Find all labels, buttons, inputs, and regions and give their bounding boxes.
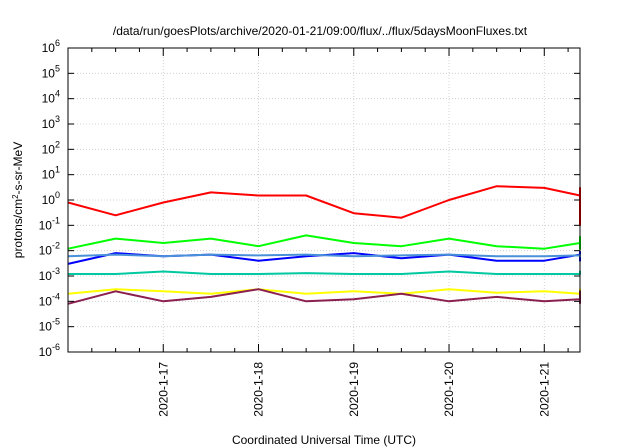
y-tick-label: 10-1: [39, 215, 60, 232]
y-tick-exponent: 6: [55, 38, 60, 48]
y-tick-exponent: 0: [55, 190, 60, 200]
y-axis-label-prefix: protons/cm: [11, 199, 25, 258]
y-axis-label-suffix: -s-sr-MeV: [11, 142, 25, 195]
x-tick-label: 2020-1-18: [252, 362, 266, 417]
y-tick-base: 10: [42, 92, 56, 106]
x-tick-label: 2020-1-19: [347, 362, 361, 417]
y-tick-base: 10: [39, 269, 53, 283]
y-tick-exponent: -4: [52, 291, 60, 301]
y-tick-base: 10: [39, 218, 53, 232]
x-tick-label: 2020-1-20: [442, 362, 456, 417]
y-tick-base: 10: [42, 41, 56, 55]
series-line-4: [67, 253, 581, 258]
y-tick-label: 10-3: [39, 266, 60, 283]
y-tick-exponent: -3: [52, 266, 60, 276]
y-tick-exponent: -2: [52, 241, 60, 251]
y-axis: 10-610-510-410-310-210-11001011021031041…: [39, 38, 580, 359]
y-tick-label: 105: [42, 63, 60, 80]
x-axis-label: Coordinated Universal Time (UTC): [232, 433, 416, 447]
y-tick-exponent: 5: [55, 63, 60, 73]
y-tick-base: 10: [42, 142, 56, 156]
y-tick-label: 10-6: [39, 342, 60, 359]
y-axis-label: protons/cm2-s-sr-MeV: [11, 142, 26, 258]
y-tick-label: 101: [42, 165, 60, 182]
y-tick-exponent: 2: [55, 139, 60, 149]
x-axis: 2020-1-17 2020-1-18 2020-1-19 2020-1-20 2020…: [67, 48, 569, 417]
y-tick-label: 103: [42, 114, 60, 131]
y-tick-label: 104: [42, 89, 60, 106]
y-tick-label: 100: [42, 190, 60, 207]
y-tick-label: 10-4: [39, 291, 60, 308]
x-tick-label: 2020-1-21: [537, 362, 551, 417]
y-tick-label: 10-2: [39, 241, 60, 258]
y-tick-exponent: -6: [52, 342, 60, 352]
y-axis-label-superscript: 2: [11, 194, 20, 199]
y-tick-exponent: 3: [55, 114, 60, 124]
series-line-6: [67, 288, 581, 295]
series-line-3: [67, 250, 581, 265]
y-tick-base: 10: [42, 193, 56, 207]
y-tick-base: 10: [42, 168, 56, 182]
series-line-1: [67, 185, 581, 227]
y-tick-exponent: -1: [52, 215, 60, 225]
y-tick-exponent: -5: [52, 317, 60, 327]
y-tick-base: 10: [39, 320, 53, 334]
y-tick-label: 10-5: [39, 317, 60, 334]
y-tick-base: 10: [42, 117, 56, 131]
y-tick-base: 10: [39, 345, 53, 359]
grid: [68, 48, 580, 352]
y-tick-label: 106: [42, 38, 60, 55]
y-tick-exponent: 1: [55, 165, 60, 175]
y-tick-base: 10: [39, 294, 53, 308]
series-line-2: [67, 234, 581, 250]
y-tick-base: 10: [42, 66, 56, 80]
x-tick-label: 2020-1-17: [156, 362, 170, 417]
series-group: [67, 185, 581, 305]
y-tick-exponent: 4: [55, 89, 60, 99]
y-tick-base: 10: [39, 244, 53, 258]
chart-title: /data/run/goesPlots/archive/2020-01-21/0…: [113, 24, 528, 38]
series-line-5: [68, 270, 581, 275]
y-tick-label: 102: [42, 139, 60, 156]
